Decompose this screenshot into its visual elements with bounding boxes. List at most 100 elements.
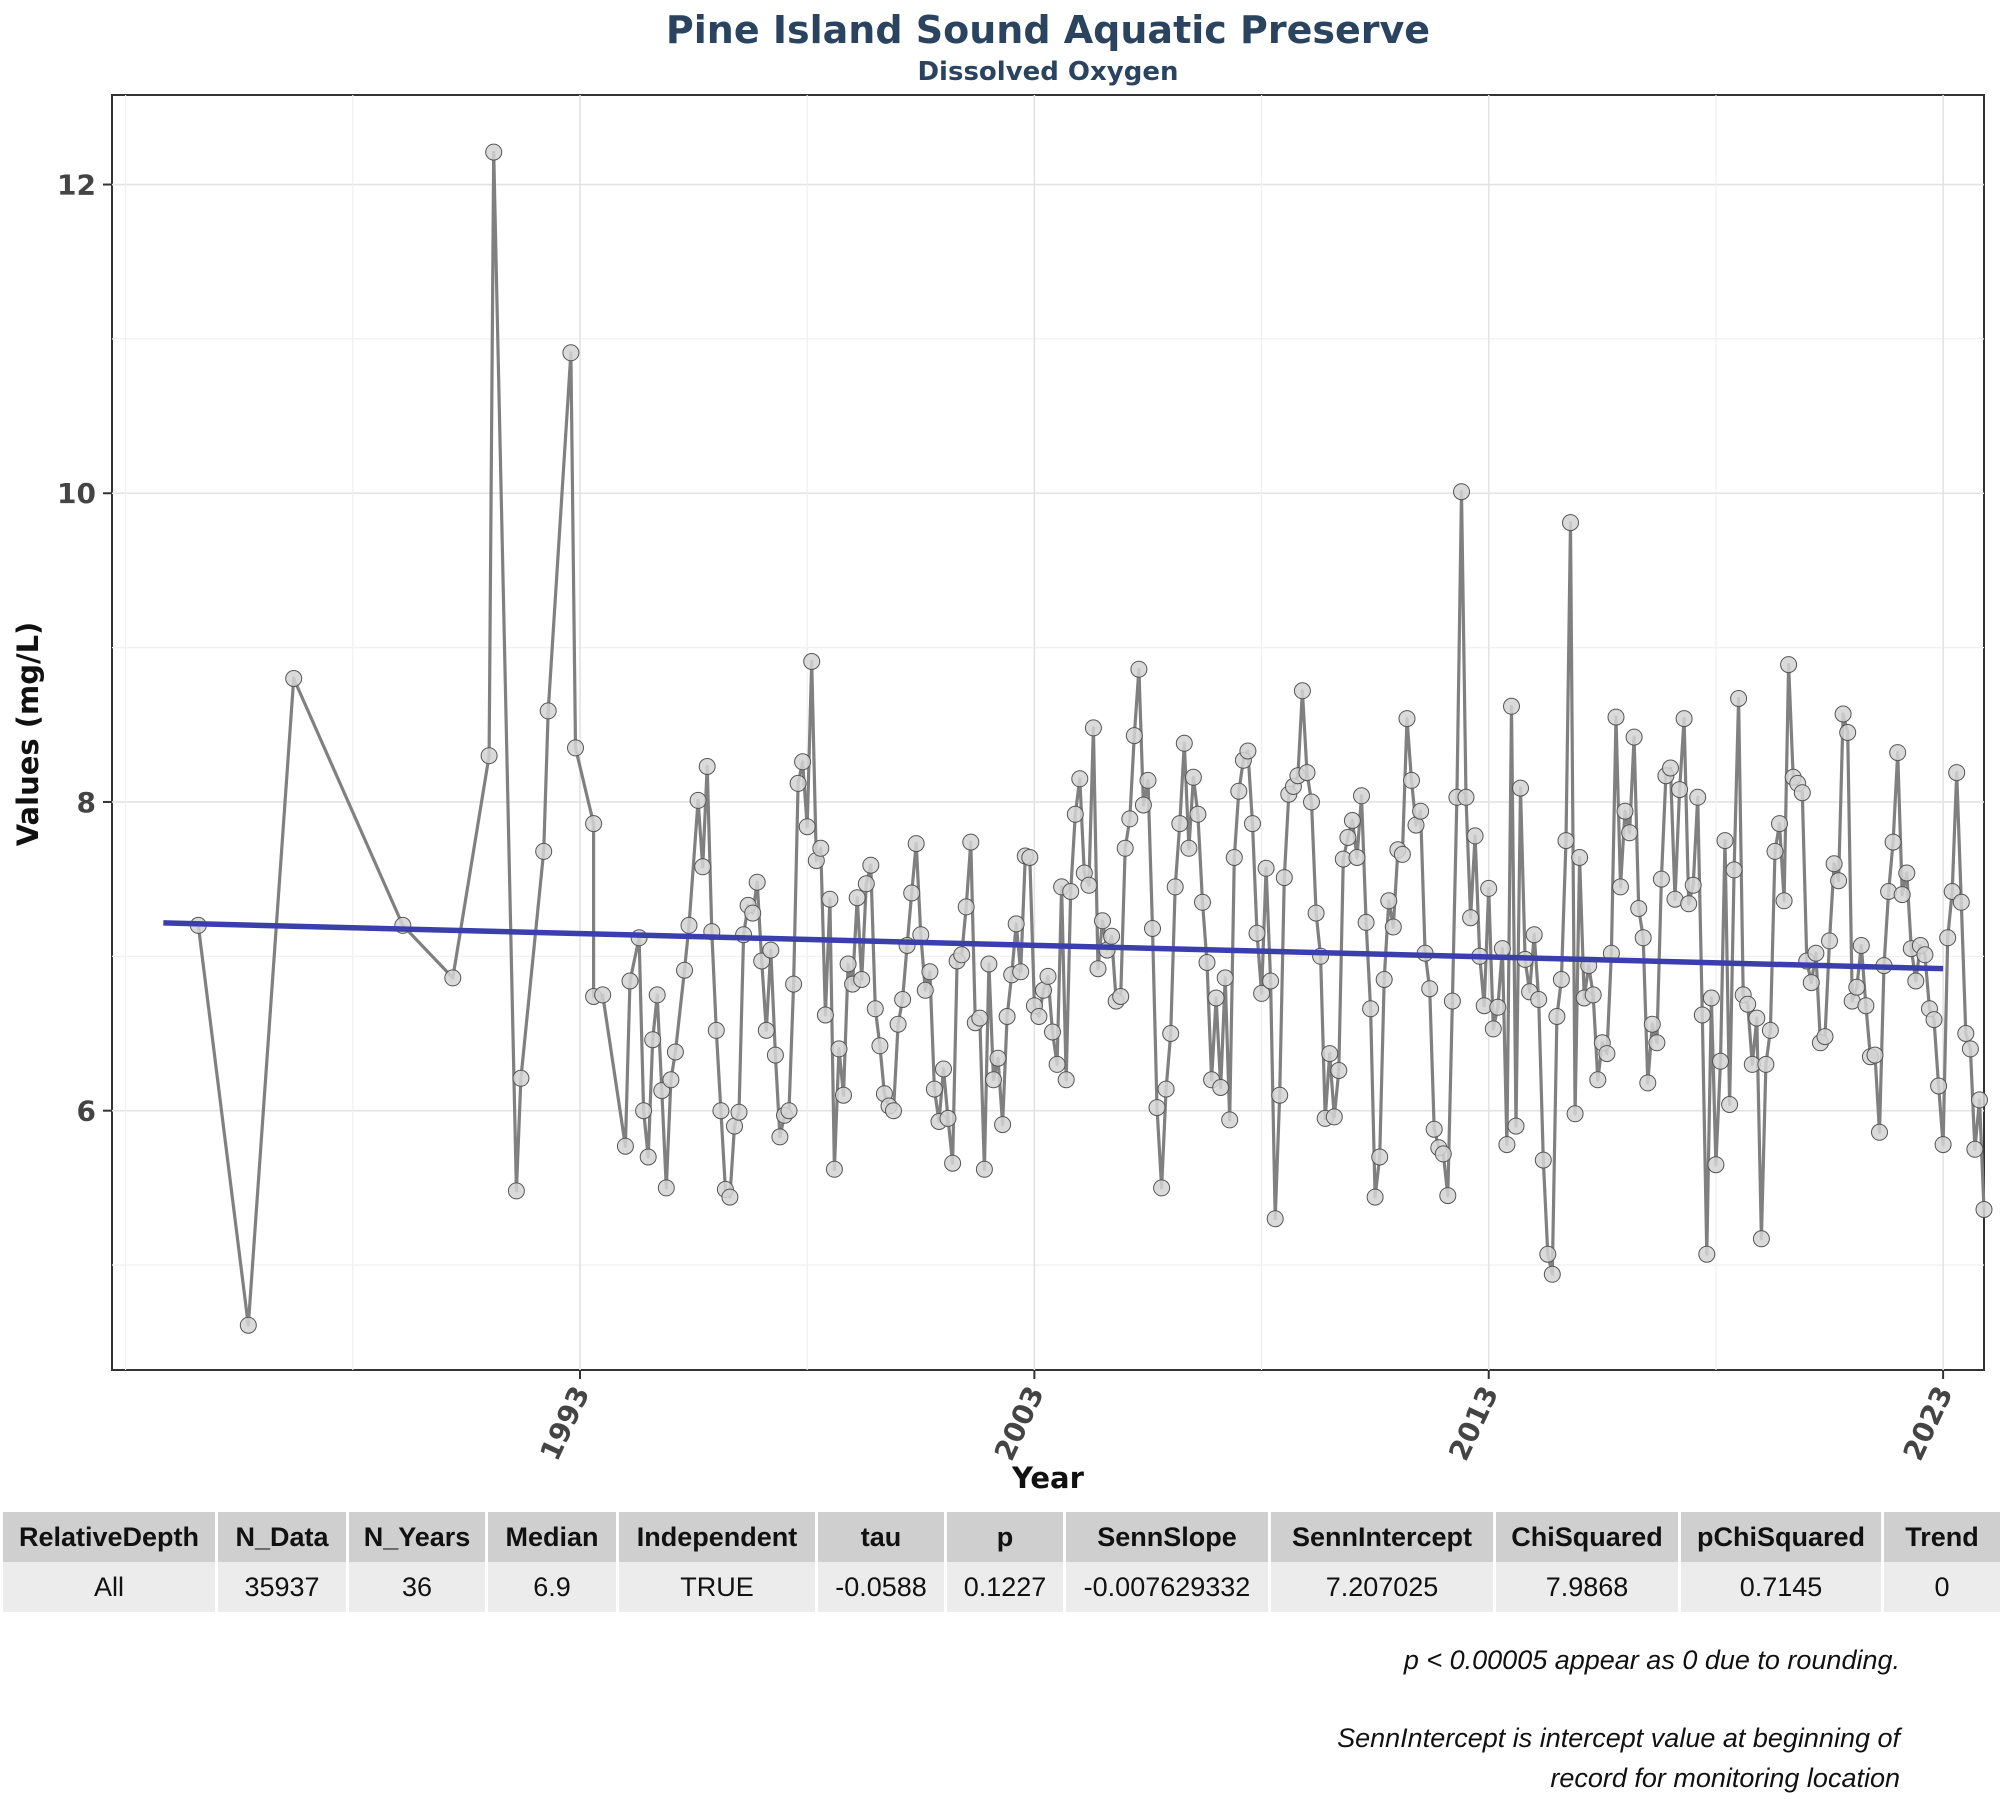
data-point — [1325, 1108, 1343, 1126]
table-cell: -0.007629332 — [1066, 1562, 1268, 1612]
data-point — [1680, 895, 1698, 913]
data-point — [1403, 771, 1420, 789]
data-point — [666, 1043, 684, 1061]
data-point — [1634, 929, 1652, 947]
data-point — [1484, 1020, 1502, 1038]
data-point — [1343, 812, 1361, 829]
data-point — [1434, 1145, 1452, 1163]
note-intercept-line2: record for monitoring location — [1550, 1763, 1900, 1793]
data-point — [1462, 909, 1480, 927]
data-point — [285, 670, 303, 687]
data-point — [512, 1069, 530, 1087]
data-point — [707, 1021, 725, 1039]
data-point — [980, 955, 998, 973]
data-point — [1930, 1077, 1948, 1095]
data-point — [889, 1015, 907, 1033]
data-point — [848, 889, 866, 907]
data-point — [1802, 974, 1820, 992]
data-point — [1893, 886, 1911, 904]
x-axis: 1993 2003 2013 2023 — [533, 1370, 1959, 1466]
data-point — [444, 969, 462, 987]
data-point — [1439, 1187, 1457, 1205]
table-header-cell: N_Years — [349, 1512, 485, 1562]
data-point — [239, 1316, 257, 1334]
data-point — [1712, 1052, 1729, 1070]
stats-header-row: RelativeDepth N_Data N_Years Median Independ… — [3, 1512, 2000, 1562]
data-point — [1571, 849, 1589, 866]
data-point — [1298, 764, 1316, 782]
data-point — [1348, 849, 1366, 866]
data-point — [1716, 832, 1734, 850]
data-point — [485, 143, 503, 161]
data-point — [639, 1148, 657, 1166]
data-point — [1189, 805, 1207, 823]
data-point — [730, 1103, 748, 1121]
data-point — [644, 1031, 662, 1049]
x-tick-label: 2023 — [1897, 1381, 1960, 1466]
data-point — [1112, 988, 1130, 1005]
data-point — [676, 961, 693, 979]
table-header-cell: tau — [818, 1512, 944, 1562]
data-point — [1766, 842, 1784, 860]
table-cell: 35937 — [218, 1562, 346, 1612]
table-header-cell: N_Data — [218, 1512, 346, 1562]
data-point — [1271, 1086, 1289, 1104]
data-point — [1721, 1096, 1739, 1113]
table-header-cell: RelativeDepth — [3, 1512, 215, 1562]
data-point — [1221, 1111, 1239, 1129]
data-point — [798, 818, 816, 836]
data-point — [1589, 1071, 1607, 1089]
data-point — [944, 1154, 962, 1172]
data-point — [766, 1046, 784, 1064]
data-point — [1562, 514, 1579, 532]
data-point — [1425, 1120, 1443, 1138]
table-header-cell: SennIntercept — [1271, 1512, 1493, 1562]
data-point — [1966, 1140, 1984, 1158]
data-point — [1357, 913, 1375, 931]
data-point — [1671, 781, 1689, 799]
data-point — [507, 1182, 525, 1200]
data-point — [1775, 892, 1793, 910]
data-point — [1757, 1055, 1775, 1073]
data-point — [916, 981, 934, 999]
data-point — [1730, 690, 1748, 707]
table-cell: -0.0588 — [818, 1562, 944, 1612]
data-point — [971, 1009, 989, 1027]
data-point — [939, 1109, 957, 1127]
data-point — [1362, 1000, 1380, 1018]
data-point — [1148, 1099, 1166, 1117]
note-intercept-line1: SennIntercept is intercept value at begi… — [1337, 1723, 1900, 1753]
data-series — [163, 143, 1993, 1334]
data-point — [1443, 992, 1461, 1010]
data-point — [1262, 972, 1280, 990]
data-point — [953, 946, 971, 964]
data-point — [562, 344, 580, 362]
data-point — [780, 1102, 798, 1120]
data-point — [816, 1006, 834, 1024]
y-tick-label: 8 — [77, 786, 96, 819]
data-point — [862, 856, 880, 874]
data-point — [1153, 1179, 1171, 1197]
data-point — [989, 1049, 1007, 1067]
table-header-cell: Median — [488, 1512, 616, 1562]
note-intercept: SennIntercept is intercept value at begi… — [1337, 1718, 1900, 1798]
data-point — [1244, 815, 1261, 833]
x-tick-label: 1993 — [533, 1381, 596, 1466]
data-point — [812, 839, 830, 857]
data-point — [753, 952, 771, 970]
data-point — [1952, 893, 1970, 911]
data-point — [1834, 705, 1852, 723]
data-point — [907, 835, 925, 853]
data-point — [1393, 845, 1411, 863]
data-point — [1621, 824, 1639, 842]
data-point — [1012, 963, 1030, 981]
data-point — [1689, 788, 1707, 806]
chart-title: Pine Island Sound Aquatic Preserve — [666, 8, 1430, 52]
data-point — [853, 971, 871, 988]
data-point — [821, 890, 839, 908]
data-point — [1566, 1105, 1584, 1123]
data-point — [1507, 1117, 1525, 1135]
trend-line — [163, 920, 1944, 972]
y-tick-label: 12 — [57, 169, 96, 202]
data-point — [1253, 984, 1271, 1002]
